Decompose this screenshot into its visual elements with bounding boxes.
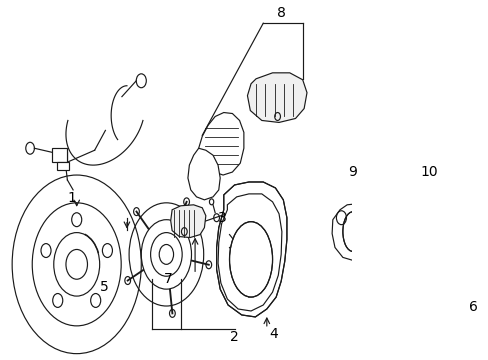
- Polygon shape: [198, 113, 244, 175]
- FancyBboxPatch shape: [52, 148, 67, 162]
- Ellipse shape: [342, 212, 362, 251]
- Text: 5: 5: [100, 280, 109, 294]
- Polygon shape: [415, 284, 438, 321]
- Text: 4: 4: [269, 327, 278, 341]
- Text: 7: 7: [163, 272, 172, 286]
- Text: 3: 3: [218, 211, 226, 225]
- Polygon shape: [216, 182, 286, 317]
- Text: 2: 2: [230, 330, 239, 344]
- Text: 10: 10: [419, 165, 437, 179]
- Polygon shape: [331, 204, 372, 260]
- FancyBboxPatch shape: [57, 162, 69, 170]
- Polygon shape: [476, 228, 488, 273]
- Polygon shape: [247, 73, 306, 122]
- Polygon shape: [415, 206, 438, 242]
- Text: 8: 8: [276, 6, 285, 20]
- Text: 1: 1: [67, 191, 76, 205]
- Ellipse shape: [229, 222, 272, 297]
- Circle shape: [461, 255, 469, 267]
- Polygon shape: [187, 148, 220, 200]
- Text: 6: 6: [468, 300, 477, 314]
- Polygon shape: [170, 205, 205, 238]
- Polygon shape: [420, 224, 477, 292]
- Text: 9: 9: [348, 165, 357, 179]
